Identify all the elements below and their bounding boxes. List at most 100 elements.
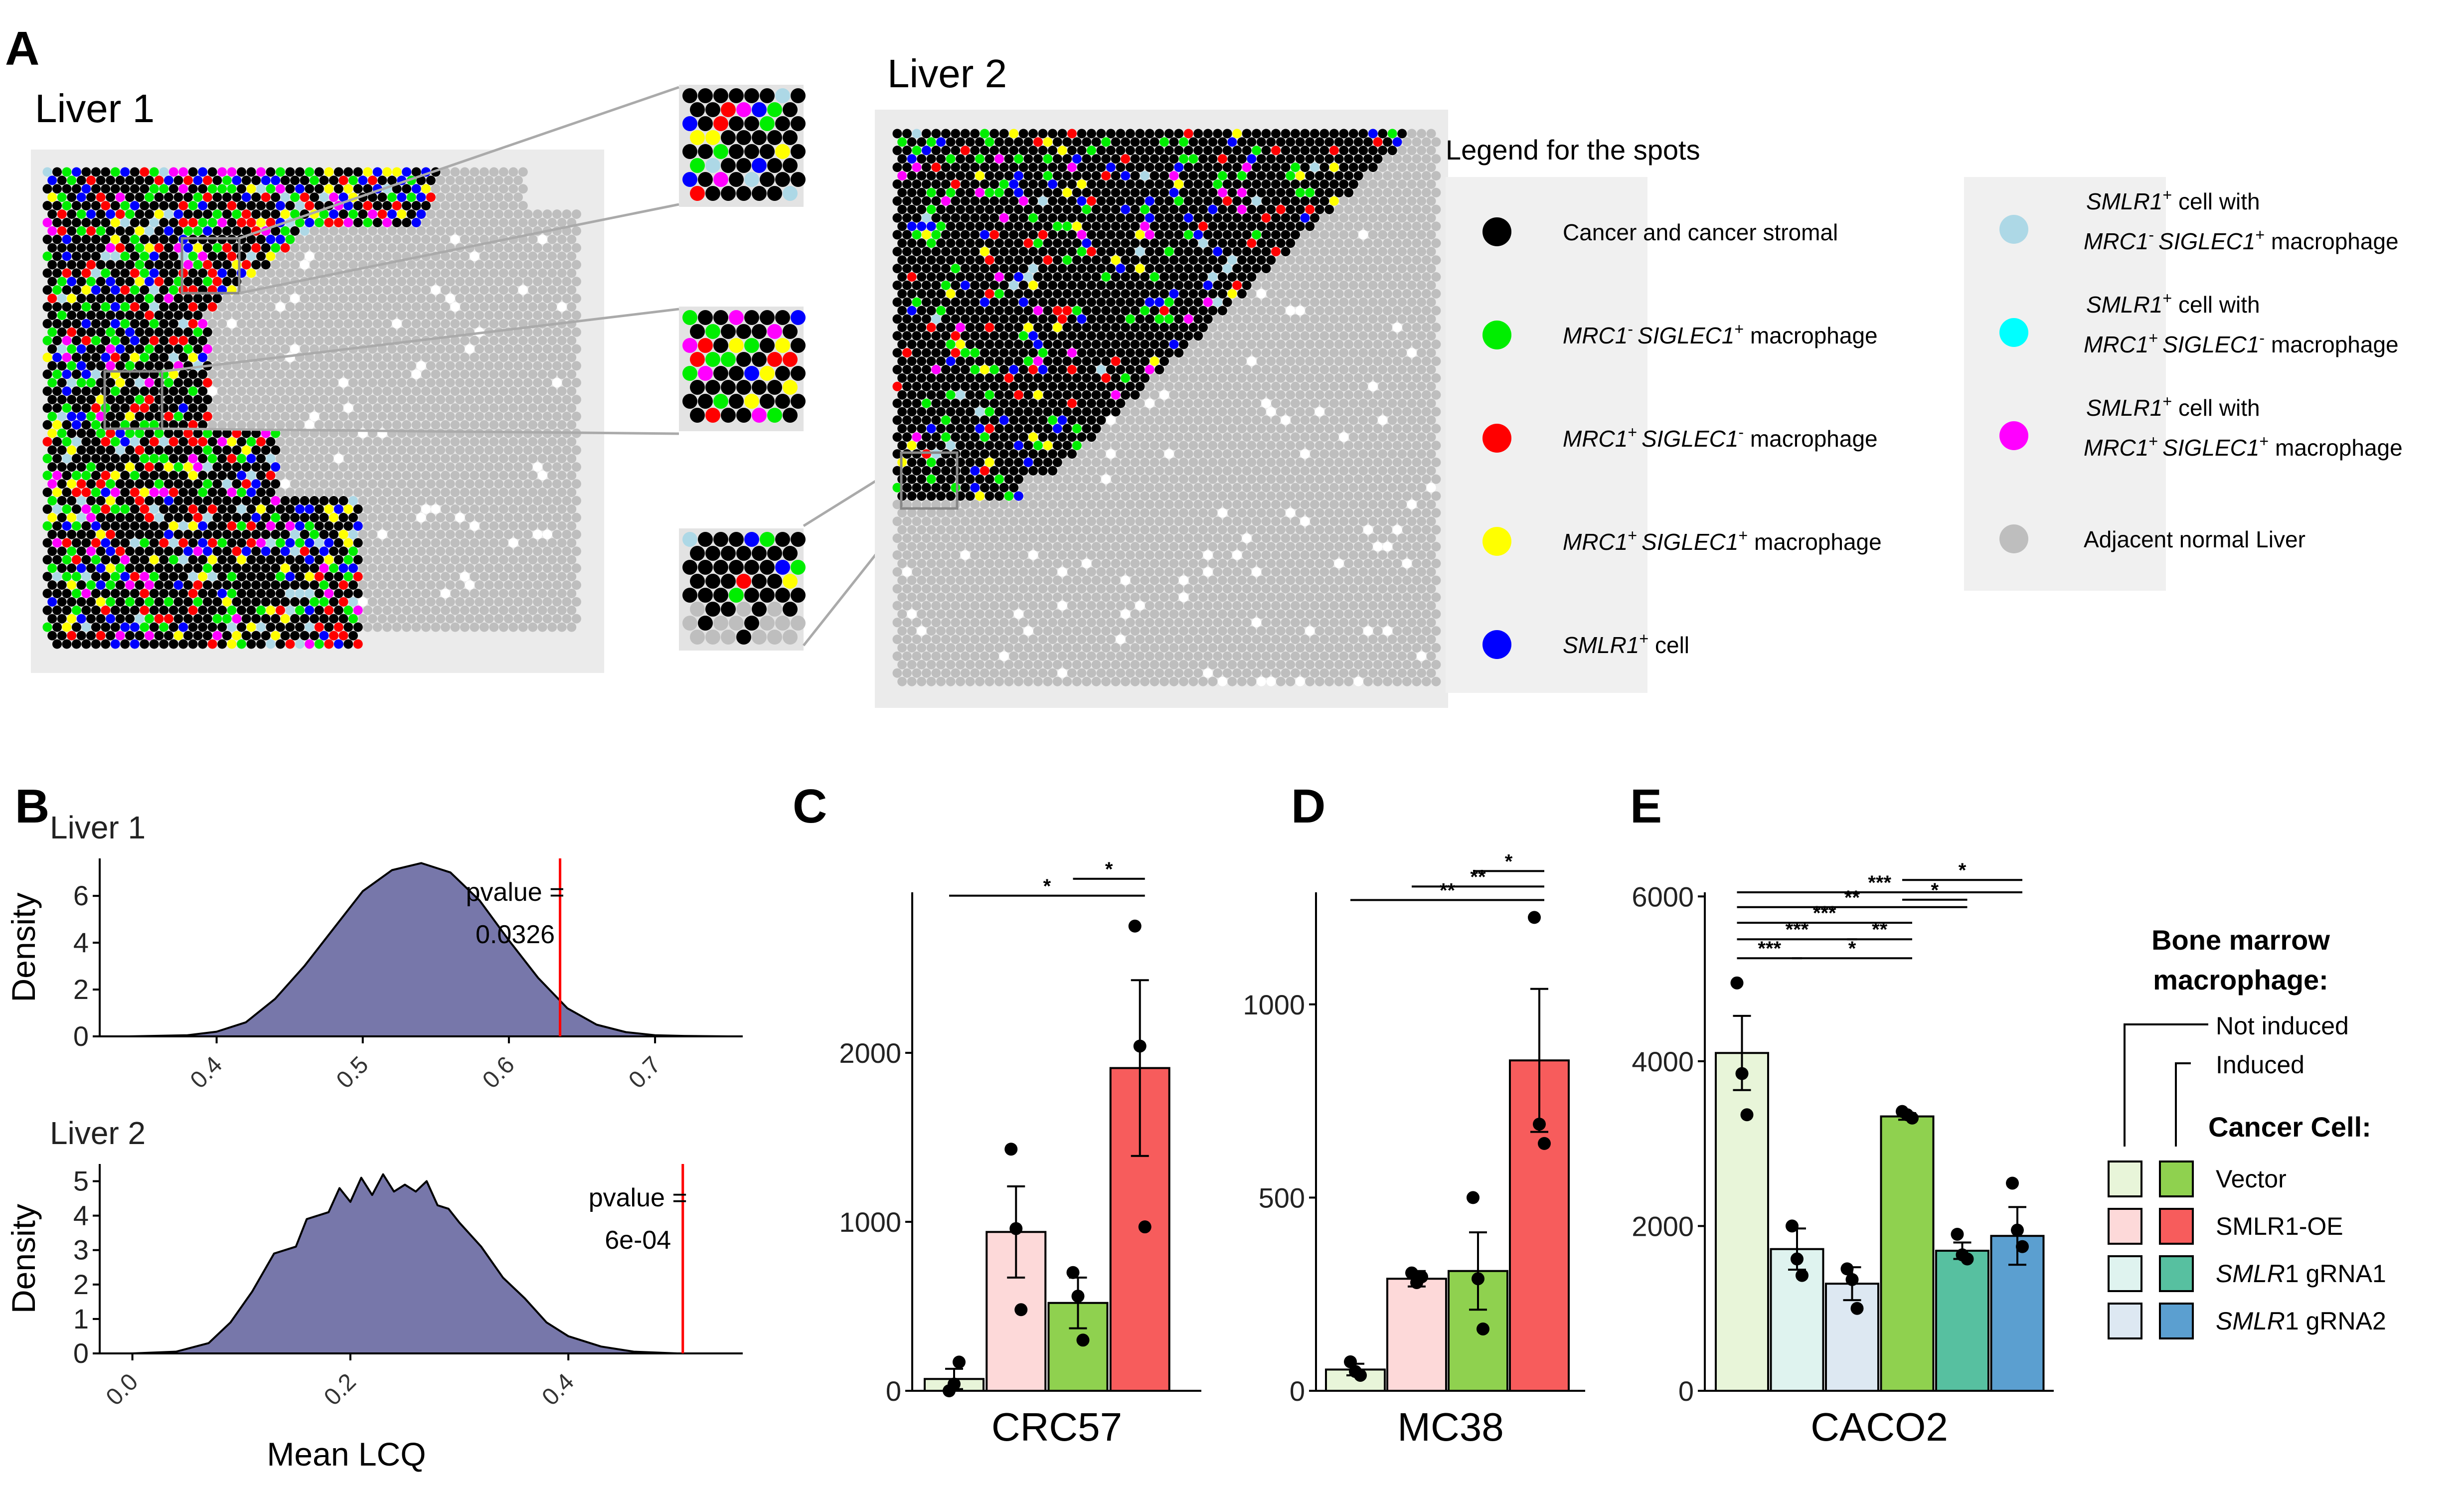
spot xyxy=(76,496,86,505)
spot xyxy=(392,437,402,447)
spot xyxy=(1358,163,1368,172)
spot xyxy=(397,479,407,489)
spot xyxy=(96,378,106,388)
spot xyxy=(1319,129,1329,139)
spot xyxy=(1033,204,1043,214)
spot xyxy=(537,572,547,582)
spot xyxy=(1368,230,1378,240)
spot xyxy=(1082,171,1092,181)
spot xyxy=(212,226,222,236)
spot xyxy=(372,555,382,565)
spot xyxy=(290,631,300,641)
spot xyxy=(52,639,62,649)
spot xyxy=(484,445,494,455)
inset-spot xyxy=(752,546,767,561)
spot xyxy=(484,529,494,539)
spot xyxy=(188,319,198,329)
spot xyxy=(173,209,183,219)
spot xyxy=(537,454,547,464)
spot xyxy=(338,361,348,371)
spot xyxy=(1402,255,1412,265)
spot xyxy=(460,605,470,615)
inset-spot xyxy=(713,588,728,603)
spot xyxy=(917,221,927,231)
spot xyxy=(377,411,387,421)
inset-spot xyxy=(760,338,775,353)
spot xyxy=(484,546,494,556)
spot xyxy=(1252,381,1262,391)
spot xyxy=(1286,289,1296,299)
spot xyxy=(1314,373,1324,383)
spot xyxy=(999,146,1009,156)
spot xyxy=(178,335,188,345)
spot xyxy=(1426,280,1436,290)
spot xyxy=(382,420,392,430)
spot xyxy=(1217,272,1227,282)
spot xyxy=(377,580,387,590)
spot xyxy=(416,361,426,371)
spot xyxy=(503,496,513,505)
spot xyxy=(67,546,77,556)
inset-spot xyxy=(690,102,705,117)
spot xyxy=(1378,230,1388,240)
inset-spot xyxy=(736,130,751,145)
spot xyxy=(508,352,518,362)
spot xyxy=(1213,365,1223,374)
spot xyxy=(81,352,91,362)
spot xyxy=(494,580,504,590)
spot xyxy=(445,529,455,539)
spot xyxy=(81,622,91,632)
spot xyxy=(416,529,426,539)
inset-spot xyxy=(690,186,705,201)
spot xyxy=(946,154,956,164)
spot xyxy=(523,277,533,287)
spot xyxy=(76,462,86,472)
spot xyxy=(227,521,237,531)
spot xyxy=(145,226,154,236)
spot xyxy=(319,395,329,405)
spot xyxy=(1091,289,1101,299)
spot xyxy=(1213,264,1223,274)
spot xyxy=(1048,247,1058,257)
spot xyxy=(392,319,402,329)
spot xyxy=(1091,323,1101,332)
spot xyxy=(392,369,402,379)
spot xyxy=(183,529,193,539)
spot xyxy=(1353,154,1363,164)
spot xyxy=(1009,163,1019,172)
spot xyxy=(431,184,441,194)
spot xyxy=(42,521,52,531)
spot xyxy=(207,201,217,211)
spot xyxy=(1116,129,1126,139)
spot xyxy=(67,311,77,320)
spot xyxy=(387,361,397,371)
spot xyxy=(290,462,300,472)
spot xyxy=(305,572,315,582)
spot xyxy=(110,538,120,548)
spot xyxy=(518,454,528,464)
spot xyxy=(52,319,62,329)
spot xyxy=(528,369,538,379)
spot xyxy=(120,184,130,194)
zoom-line xyxy=(239,86,679,240)
spot xyxy=(402,369,412,379)
spot xyxy=(348,327,358,337)
spot xyxy=(523,563,533,573)
spot xyxy=(1363,289,1373,299)
spot xyxy=(1344,289,1354,299)
spot xyxy=(902,264,912,274)
spot xyxy=(1038,179,1048,189)
spot xyxy=(261,294,271,304)
spot xyxy=(241,260,251,270)
spot xyxy=(518,403,528,413)
spot xyxy=(1421,171,1431,181)
spot xyxy=(86,479,96,489)
spot xyxy=(470,471,480,481)
spot xyxy=(441,285,450,295)
spot xyxy=(1096,247,1106,257)
spot xyxy=(1145,213,1154,223)
liver2-title: Liver 2 xyxy=(887,51,1007,96)
spot xyxy=(217,386,227,396)
spot xyxy=(1213,163,1223,172)
spot xyxy=(1237,373,1247,383)
